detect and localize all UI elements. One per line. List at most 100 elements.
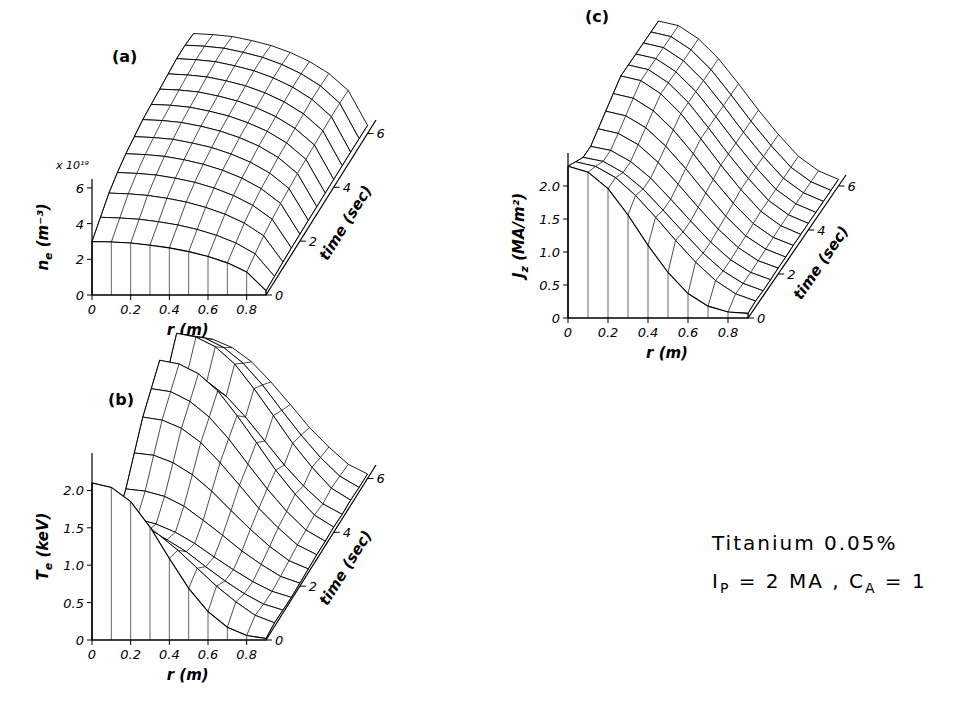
surface-wire bbox=[651, 21, 659, 32]
surface-wire bbox=[151, 360, 159, 388]
surface-wire bbox=[763, 146, 771, 157]
surface-wire bbox=[641, 70, 649, 81]
surface-wire bbox=[243, 40, 251, 52]
surface-wire bbox=[212, 131, 220, 147]
surface-wire bbox=[653, 94, 661, 111]
tick-label: 2.0 bbox=[63, 483, 84, 498]
surface-wire bbox=[158, 198, 166, 221]
surface-wire bbox=[583, 146, 591, 157]
surface-wire bbox=[224, 37, 232, 49]
front-hatch bbox=[111, 487, 112, 640]
surface-wire bbox=[613, 76, 621, 94]
surface-wire bbox=[748, 301, 756, 313]
surface-wire bbox=[128, 173, 136, 193]
surface-wire bbox=[596, 161, 604, 166]
surface-wire bbox=[173, 123, 181, 140]
front-hatch bbox=[208, 612, 209, 640]
surface-wire bbox=[683, 221, 691, 232]
surface-wire bbox=[618, 116, 626, 134]
tick bbox=[266, 295, 272, 296]
surface-wire bbox=[736, 283, 744, 293]
tick bbox=[169, 295, 170, 300]
front-hatch bbox=[688, 294, 689, 318]
tick bbox=[87, 187, 92, 188]
surface-wire bbox=[206, 557, 214, 567]
tick-label: 0.6 bbox=[198, 302, 219, 317]
surface-wire bbox=[282, 52, 290, 64]
front-hatch bbox=[208, 256, 209, 295]
surface-wire bbox=[628, 54, 636, 65]
surface-wire bbox=[171, 364, 179, 392]
surface-wire bbox=[203, 491, 211, 520]
surface-wire bbox=[189, 229, 197, 251]
surface-wire bbox=[723, 260, 731, 271]
surface-wire bbox=[204, 35, 212, 47]
surface-wire bbox=[606, 94, 614, 112]
surface-wire bbox=[678, 169, 686, 185]
front-hatch bbox=[246, 636, 247, 640]
surface-wire bbox=[235, 363, 243, 365]
tick-label: 0.2 bbox=[120, 302, 141, 317]
front-hatch bbox=[188, 588, 189, 640]
tick bbox=[334, 187, 340, 188]
surface-wire bbox=[245, 71, 253, 86]
surface-wire bbox=[713, 165, 721, 179]
surface-wire bbox=[331, 476, 339, 488]
tick-label: 6 bbox=[847, 179, 855, 194]
tick bbox=[334, 532, 340, 533]
front-hatch bbox=[748, 313, 749, 318]
surface-wire bbox=[306, 515, 314, 530]
surface-wire bbox=[793, 234, 801, 245]
surface-wire bbox=[325, 179, 333, 193]
front-hatch bbox=[708, 306, 709, 318]
surface-wire bbox=[203, 148, 211, 165]
annotation-text: = 1 bbox=[876, 569, 926, 593]
surface-wire bbox=[273, 64, 281, 77]
surface-wire bbox=[731, 248, 739, 260]
surface-wire bbox=[137, 155, 145, 174]
tick bbox=[92, 640, 93, 645]
tick-label: 2 bbox=[787, 267, 795, 282]
annotation-subscript: P bbox=[720, 580, 730, 596]
surface-wire bbox=[626, 98, 634, 116]
surface-wire bbox=[816, 201, 824, 212]
tick bbox=[87, 602, 92, 603]
surface-wire bbox=[751, 110, 759, 121]
surface-wire bbox=[225, 196, 233, 215]
surface-wire bbox=[297, 159, 305, 173]
surface-wire bbox=[243, 362, 251, 363]
surface-wire bbox=[300, 220, 308, 234]
surface-wire bbox=[169, 225, 177, 248]
surface-wire bbox=[283, 248, 291, 262]
surface-wire bbox=[636, 189, 644, 195]
surface-wire bbox=[162, 105, 170, 120]
surface-wire bbox=[169, 550, 177, 558]
surface-wire bbox=[266, 623, 274, 639]
surface-wire bbox=[273, 410, 281, 415]
surface-wire bbox=[676, 61, 684, 72]
tick bbox=[169, 640, 170, 645]
surface-wire bbox=[266, 276, 274, 290]
surface-wire bbox=[711, 59, 719, 70]
surface-wire bbox=[671, 26, 679, 37]
tick bbox=[778, 274, 784, 275]
front-hatch bbox=[169, 248, 170, 295]
annotation-text: Titanium 0.05% bbox=[711, 531, 898, 555]
surface-wire bbox=[197, 207, 205, 229]
surface-wire bbox=[763, 280, 771, 291]
surface-wire bbox=[207, 347, 215, 381]
figure: 0246time (sec)00.20.40.60.8r (m)0246ne (… bbox=[0, 0, 974, 721]
front-hatch bbox=[588, 172, 589, 318]
tick-label: 0.2 bbox=[598, 325, 619, 340]
axis-line bbox=[92, 294, 266, 295]
surface-wire bbox=[588, 166, 596, 172]
tick bbox=[87, 565, 92, 566]
surface-wire bbox=[731, 84, 739, 95]
tick-label: 0.8 bbox=[236, 647, 257, 662]
surface-wire bbox=[823, 190, 831, 201]
surface bbox=[92, 333, 368, 640]
surface-wire bbox=[300, 569, 308, 583]
surface-wire bbox=[293, 435, 301, 443]
axis-title: ne (m⁻³) bbox=[34, 203, 55, 270]
surface-wire bbox=[598, 111, 606, 129]
